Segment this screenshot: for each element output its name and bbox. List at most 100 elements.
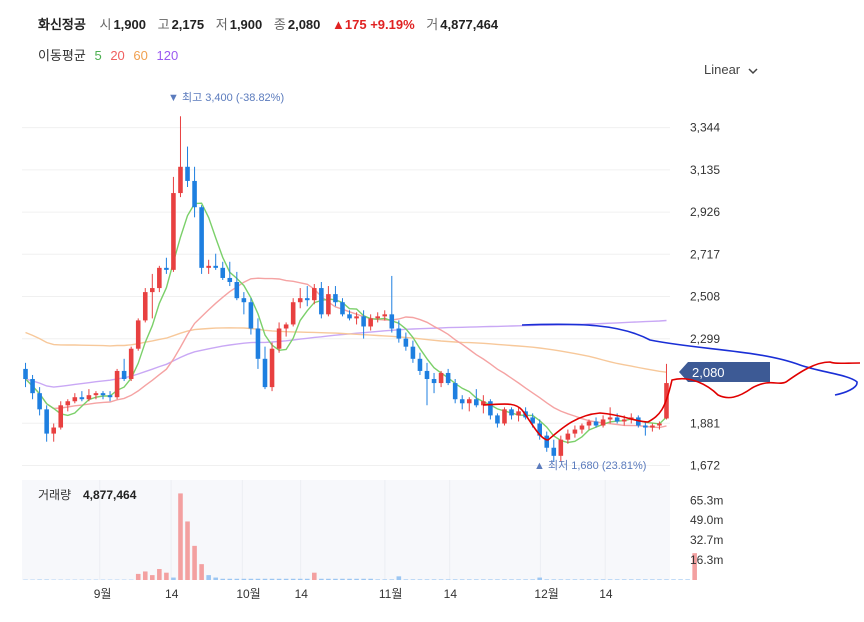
ma-legend-5[interactable]: 5 <box>94 48 102 63</box>
candle-body <box>347 314 352 319</box>
volume-bar <box>206 575 211 580</box>
volume-bar <box>614 579 620 580</box>
volume-bar <box>347 578 352 580</box>
candle <box>579 423 585 434</box>
candle-body <box>100 393 106 396</box>
candle <box>269 342 275 392</box>
candle <box>192 166 197 218</box>
candle <box>44 405 49 442</box>
ma-legend-120[interactable]: 120 <box>156 48 179 63</box>
candle <box>424 362 430 406</box>
candle <box>354 312 359 325</box>
volume-bar <box>403 579 409 580</box>
candle-body <box>474 399 479 406</box>
volume-bar <box>340 578 345 580</box>
volume-bar <box>628 579 634 580</box>
candle <box>509 407 514 420</box>
candle-body <box>79 397 85 400</box>
candle-body <box>389 314 395 329</box>
candle-body <box>375 316 380 319</box>
close-value: 2,080 <box>287 17 321 32</box>
volume-bar <box>164 572 169 580</box>
candle-body <box>283 324 289 329</box>
candle <box>650 423 655 432</box>
volume-bar <box>297 578 303 580</box>
candle-body <box>150 288 155 293</box>
price-tick-label: 3,344 <box>690 121 720 135</box>
volume-bar <box>410 579 416 580</box>
candle <box>220 261 226 280</box>
candle-body <box>241 298 247 303</box>
volume-bar <box>192 545 197 580</box>
candle <box>516 407 521 422</box>
candle-body <box>171 193 176 270</box>
candle <box>417 352 423 375</box>
volume-bar <box>466 579 472 580</box>
candle-body <box>44 409 49 434</box>
stock-summary: 화신정공 시 1,900 고 2,175 저 1,900 종 2,080 ▲175 +9… <box>38 14 506 33</box>
candle-body <box>445 372 451 384</box>
volume-bar <box>396 576 402 580</box>
candle <box>107 391 113 402</box>
volume-bar <box>389 579 395 580</box>
candle <box>276 322 282 353</box>
candle <box>206 259 211 274</box>
scale-dropdown[interactable]: Linear <box>704 62 758 77</box>
volume-bar <box>269 578 275 580</box>
candle-body <box>530 417 535 424</box>
candle-body <box>333 294 338 303</box>
candle-body <box>178 166 183 194</box>
volume-bar <box>664 579 669 580</box>
candle <box>304 286 310 307</box>
price-tick-label: 1,881 <box>690 416 720 430</box>
candle <box>51 423 56 442</box>
candle-body <box>382 314 388 317</box>
candle-body <box>206 265 211 268</box>
candle-body <box>438 372 444 384</box>
ma-legend-60[interactable]: 60 <box>133 48 148 63</box>
low-annotation: ▲ 최저 1,680 (23.81%) <box>534 459 646 472</box>
volume-bar <box>142 571 148 580</box>
price-tick-label: 1,672 <box>690 459 720 473</box>
candle <box>100 391 106 400</box>
candle-body <box>537 423 542 436</box>
volume-bar <box>290 578 296 580</box>
candle-body <box>340 302 345 315</box>
candle <box>502 407 507 426</box>
change-value: ▲175 +9.19% <box>332 17 415 32</box>
candle <box>86 389 92 402</box>
candle-body <box>607 417 613 420</box>
candle <box>199 205 204 274</box>
candle <box>607 407 613 424</box>
candle <box>227 261 233 287</box>
ma-legend-20[interactable]: 20 <box>110 48 125 63</box>
candle-body <box>135 320 141 349</box>
candle-body <box>431 379 437 384</box>
volume-title: 거래량 <box>38 488 71 502</box>
candle-body <box>114 370 120 398</box>
volume-bar <box>283 578 289 580</box>
low-label: 저 <box>215 17 228 32</box>
drawing-red-curve[interactable] <box>482 361 861 441</box>
candle-body <box>417 358 423 371</box>
candle <box>255 318 261 369</box>
volume-bar <box>375 579 380 580</box>
date-tick-label: 10월 <box>236 587 260 601</box>
candle <box>368 314 373 331</box>
volume-bar <box>481 579 486 580</box>
candle-body <box>502 409 507 424</box>
volume-bar <box>368 578 373 580</box>
candle <box>312 284 317 305</box>
volume-bar <box>636 579 641 580</box>
candle <box>164 257 169 274</box>
volume-bar <box>424 579 430 580</box>
volume-bar <box>537 577 542 580</box>
candle <box>600 415 606 428</box>
candle-body <box>403 338 409 347</box>
candle-body <box>227 277 233 282</box>
candle <box>297 288 303 309</box>
volume-bar <box>319 578 324 580</box>
drawing-blue-curve[interactable] <box>521 323 858 396</box>
volume-bar <box>135 573 141 580</box>
